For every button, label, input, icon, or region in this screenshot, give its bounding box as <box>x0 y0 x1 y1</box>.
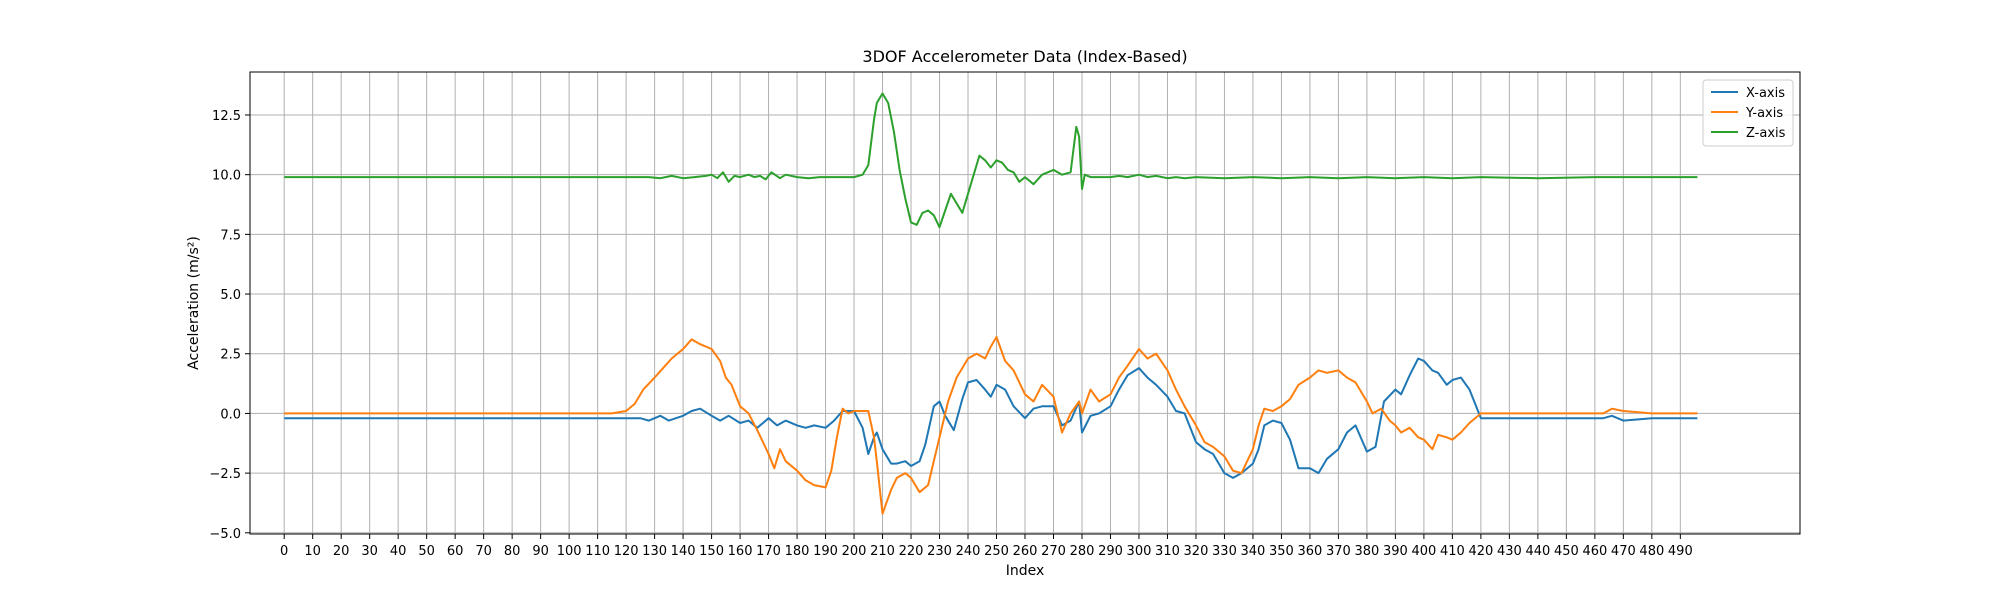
x-tick-label: 410 <box>1440 544 1465 559</box>
x-tick-label: 290 <box>1098 544 1123 559</box>
y-tick-label: −5.0 <box>209 527 241 542</box>
chart-legend: X-axis Y-axis Z-axis <box>1702 79 1794 147</box>
series-line-y-axis <box>284 336 1698 515</box>
x-tick-label: 210 <box>870 544 895 559</box>
x-tick-label: 230 <box>927 544 952 559</box>
x-tick-label: 480 <box>1639 544 1664 559</box>
series-layer <box>284 92 1698 515</box>
x-tick-label: 80 <box>504 544 521 559</box>
x-tick-label: 420 <box>1468 544 1493 559</box>
y-tick-label: 10.0 <box>212 169 241 184</box>
x-tick-label: 30 <box>361 544 378 559</box>
x-tick-label: 0 <box>280 544 288 559</box>
x-tick-label: 430 <box>1497 544 1522 559</box>
y-tick-label: 7.5 <box>220 228 241 243</box>
x-tick-label: 150 <box>699 544 724 559</box>
x-axis-ticks: 0 10 20 30 40 50 60 70 80 90 100 110 120 130 140 150 160… <box>280 534 1693 559</box>
x-tick-label: 190 <box>813 544 838 559</box>
legend-box <box>1702 79 1794 147</box>
x-tick-label: 390 <box>1383 544 1408 559</box>
grid-layer <box>250 72 1800 534</box>
x-tick-label: 200 <box>842 544 867 559</box>
x-tick-label: 180 <box>785 544 810 559</box>
y-axis-label: Acceleration (m/s²) <box>186 236 202 370</box>
x-tick-label: 360 <box>1298 544 1323 559</box>
x-tick-label: 450 <box>1554 544 1579 559</box>
x-tick-label: 470 <box>1611 544 1636 559</box>
x-tick-label: 260 <box>1013 544 1038 559</box>
x-tick-label: 340 <box>1241 544 1266 559</box>
x-tick-label: 460 <box>1582 544 1607 559</box>
x-tick-label: 170 <box>756 544 781 559</box>
x-tick-label: 100 <box>557 544 582 559</box>
x-tick-label: 140 <box>671 544 696 559</box>
x-tick-label: 50 <box>418 544 435 559</box>
x-tick-label: 350 <box>1269 544 1294 559</box>
x-tick-label: 370 <box>1326 544 1351 559</box>
x-tick-label: 110 <box>585 544 610 559</box>
x-tick-label: 320 <box>1184 544 1209 559</box>
x-tick-label: 220 <box>899 544 924 559</box>
series-line-z-axis <box>284 92 1698 229</box>
x-tick-label: 20 <box>333 544 350 559</box>
x-tick-label: 310 <box>1155 544 1180 559</box>
x-tick-label: 380 <box>1354 544 1379 559</box>
series-line-x-axis <box>284 357 1698 479</box>
legend-label-x-axis: X-axis <box>1746 86 1785 101</box>
y-tick-label: 0.0 <box>220 407 241 422</box>
x-tick-label: 70 <box>475 544 492 559</box>
y-tick-label: −2.5 <box>209 467 241 482</box>
x-tick-label: 490 <box>1668 544 1693 559</box>
x-axis-label: Index <box>1006 563 1045 579</box>
x-tick-label: 440 <box>1525 544 1550 559</box>
y-tick-label: 5.0 <box>220 288 241 303</box>
x-tick-label: 400 <box>1411 544 1436 559</box>
x-tick-label: 330 <box>1212 544 1237 559</box>
x-tick-label: 120 <box>614 544 639 559</box>
x-tick-label: 240 <box>956 544 981 559</box>
x-tick-label: 250 <box>984 544 1009 559</box>
x-tick-label: 160 <box>728 544 753 559</box>
chart-title: 3DOF Accelerometer Data (Index-Based) <box>862 47 1187 66</box>
x-tick-label: 130 <box>642 544 667 559</box>
y-tick-label: 12.5 <box>212 109 241 124</box>
y-axis-ticks: −5.0 −2.5 0.0 2.5 5.0 7.5 10.0 12.5 <box>209 109 250 542</box>
x-tick-label: 270 <box>1041 544 1066 559</box>
x-tick-label: 40 <box>390 544 407 559</box>
x-tick-label: 300 <box>1127 544 1152 559</box>
x-tick-label: 90 <box>532 544 549 559</box>
x-tick-label: 280 <box>1070 544 1095 559</box>
legend-label-z-axis: Z-axis <box>1746 126 1786 141</box>
x-tick-label: 60 <box>447 544 464 559</box>
x-tick-label: 10 <box>304 544 321 559</box>
y-tick-label: 2.5 <box>220 348 241 363</box>
legend-label-y-axis: Y-axis <box>1745 106 1783 121</box>
